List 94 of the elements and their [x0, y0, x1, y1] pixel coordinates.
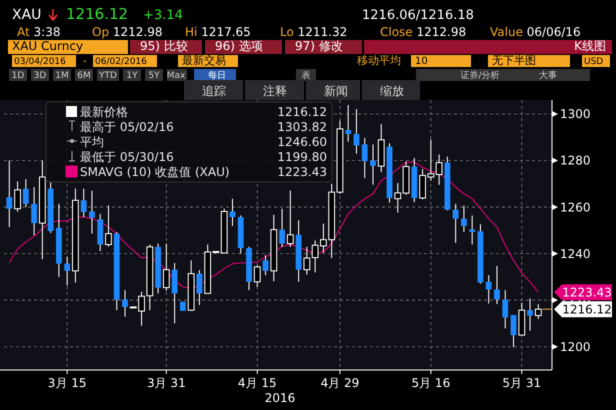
text: YTD	[98, 71, 118, 81]
x-tick-label: 3月 31	[146, 376, 186, 390]
candlestick	[510, 314, 516, 348]
annotation: 1303.82	[277, 120, 327, 134]
text: 1223.43	[562, 285, 612, 300]
candlestick	[230, 198, 236, 226]
candlestick	[254, 264, 261, 288]
y-tick-label: 1280	[560, 154, 591, 168]
text: 6M	[77, 71, 91, 81]
candlestick	[80, 188, 87, 218]
text: 大事	[539, 70, 557, 81]
text: 95) 比较	[140, 39, 188, 53]
candlestick	[22, 178, 29, 208]
candlestick	[89, 190, 95, 234]
text: Op 1212.98	[92, 25, 162, 39]
text: 追踪	[202, 84, 226, 98]
text: 移动平均	[357, 54, 401, 67]
text: 1M	[55, 71, 69, 81]
y-tick-label: 1240	[560, 246, 591, 261]
text: 1216.06/1216.18	[362, 8, 474, 23]
text: 最新价格	[80, 105, 128, 120]
text: Lo 1211.32	[280, 25, 348, 39]
text: 新闻	[324, 84, 348, 98]
y-tick-label: 1200	[560, 340, 591, 354]
candlestick	[502, 290, 508, 329]
text: XAU	[12, 7, 42, 23]
text: 缩放	[380, 84, 404, 98]
x-axis-title: 2016	[264, 391, 296, 405]
text: USD	[584, 57, 604, 67]
text: 表	[302, 70, 310, 81]
text: 06/02/2016	[95, 57, 148, 67]
annotation: 平均	[80, 135, 104, 150]
candlestick	[370, 144, 376, 186]
text: Hi 1217.65	[185, 25, 251, 39]
candlestick	[196, 270, 202, 306]
line-series	[8, 162, 539, 293]
text: 1Y	[126, 71, 138, 81]
candlestick	[469, 214, 476, 246]
text: 1D	[12, 71, 24, 81]
candlestick	[64, 256, 70, 286]
text: Max	[166, 71, 186, 81]
y-tick-label: 1260	[560, 200, 591, 214]
candlestick	[494, 265, 500, 305]
candlestick	[279, 208, 285, 248]
candlestick	[172, 262, 178, 324]
candlestick	[122, 290, 128, 318]
candlestick	[486, 274, 492, 304]
text: 最新交易	[182, 54, 226, 67]
text: At 3:38	[17, 25, 60, 39]
x-tick-label: 5月 16	[411, 376, 450, 390]
candlestick	[354, 108, 360, 154]
candlestick	[534, 304, 542, 320]
candlestick	[6, 160, 12, 228]
text: +3.14	[143, 8, 183, 23]
candlestick	[162, 243, 170, 292]
text: 1216.12	[66, 5, 128, 23]
annotation: 1246.60	[277, 135, 327, 150]
text: 96) 选项	[215, 39, 263, 53]
x-tick-label: 5月 31	[502, 376, 542, 390]
text: 无下半图	[492, 54, 536, 67]
text: 注释	[263, 84, 287, 98]
text: 证券/分析	[460, 70, 500, 81]
candlestick	[345, 104, 352, 142]
text: 3D	[34, 71, 46, 81]
candlestick	[105, 204, 112, 247]
text: K线图	[574, 39, 606, 53]
text: 1216.12	[562, 302, 612, 316]
candlestick	[14, 180, 21, 212]
text: 10	[415, 56, 428, 67]
text: -	[83, 56, 87, 67]
text: 每日	[208, 70, 226, 81]
text: Value 06/06/16	[490, 25, 581, 39]
text: 5Y	[148, 71, 160, 81]
legend-label: SMAVG (10) 收盘值 (XAU)	[80, 165, 230, 180]
annotation: 1223.43	[277, 165, 327, 180]
candlestick	[362, 137, 368, 179]
annotation: 最低于 05/30/16	[80, 150, 174, 164]
x-tick-label: 4月 15	[238, 376, 277, 390]
candlestick	[527, 298, 533, 332]
annotation: 1199.80	[277, 150, 327, 164]
x-tick-label: 4月 29	[320, 376, 360, 390]
candlestick	[452, 203, 459, 244]
x-tick-label: 3月 15	[48, 376, 87, 390]
candlestick	[262, 254, 268, 276]
annotation: 1216.12	[277, 105, 327, 120]
text: 97) 修改	[295, 39, 343, 53]
y-tick-label: 1300	[560, 107, 591, 122]
annotation: 最高于 05/02/16	[80, 120, 174, 134]
candlestick	[461, 205, 467, 232]
text: Close 1212.98	[380, 25, 466, 39]
candlestick	[31, 186, 37, 236]
candlestick	[286, 190, 294, 248]
text: XAU Curncy	[12, 39, 84, 53]
text: 03/04/2016	[14, 57, 66, 67]
